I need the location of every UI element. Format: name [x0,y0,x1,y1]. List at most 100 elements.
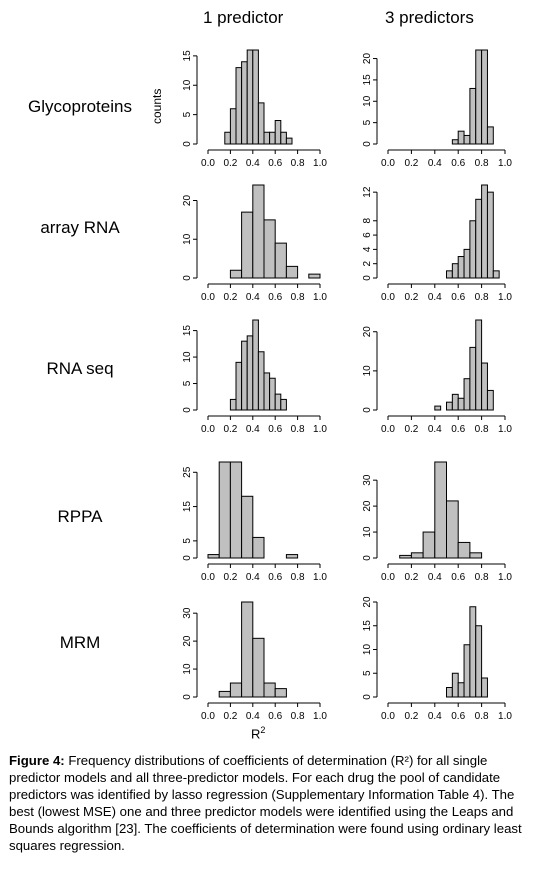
panel-5-x-tick-label: 0.0 [201,424,215,435]
x-axis-label-sup: 2 [260,725,266,735]
panel-1-bar [224,131,231,145]
panel-2-bar [463,134,471,145]
panel-4-bar [475,198,483,279]
panel-10-x-tick-label: 0.2 [404,711,418,722]
panel-10-bar [475,625,483,698]
panel-1-x-tick-label: 0.2 [223,158,237,169]
panel-10-x-tick-label: 0.0 [381,711,395,722]
panel-1-bar [252,49,259,145]
panel-7-bar [285,554,299,559]
panel-10-y-tick-label: 20 [362,596,373,608]
panel-9-x-tick-label: 0.8 [291,711,305,722]
panel-10-y-tick-label: 0 [362,694,373,700]
panel-2-x-tick-label: 0.0 [381,158,395,169]
panel-8-x-tick-label: 0.4 [428,572,442,583]
panel-10-bar [463,644,471,698]
panel-3-bar [252,184,265,279]
panel-2-y-tick-label: 5 [362,119,373,125]
panel-6-x-tick-label: 0.8 [475,424,489,435]
panel-1-x-tick-label: 0.4 [246,158,260,169]
panel-4-x-tick-label: 0.6 [451,292,465,303]
panel-6-y-tick-label: 20 [362,326,373,338]
panel-7-bar [218,461,231,559]
panel-7-y-tick-label: 0 [182,555,193,561]
panel-6-x-tick-label: 0.6 [451,424,465,435]
caption-label: Figure 4: [9,753,65,768]
panel-7-x-tick-label: 0.0 [201,572,215,583]
panel-1-bar [274,120,282,145]
panel-6-bar [486,389,494,411]
panel-9-x-tick-label: 1.0 [313,711,327,722]
panel-5-bar [235,361,243,411]
panel-6-x-tick-label: 0.4 [428,424,442,435]
panel-1-y-tick-label: 15 [182,50,193,62]
panel-10-x-tick-label: 0.8 [475,711,489,722]
panel-3-x-tick-label: 0.2 [223,292,237,303]
panel-9-bar [229,682,243,698]
panel-5-y-tick-label: 15 [182,325,193,337]
panel-3-bar [263,219,276,279]
panel-3-x-tick-label: 1.0 [313,292,327,303]
column-header-1: 1 predictor [203,8,284,27]
panel-10-bar [446,687,453,698]
panel-9-bar [241,601,254,698]
panel-8-bar [446,500,459,559]
panel-6-bar [446,401,453,411]
panel-9-y-tick-label: 20 [182,635,193,647]
panel-7-y-tick-label: 15 [182,501,193,513]
panel-10-bar [451,672,459,698]
panel-7-x-tick-label: 0.2 [223,572,237,583]
panel-3-y-tick-label: 0 [182,275,193,281]
panel-1-x-tick-label: 1.0 [313,158,327,169]
panel-8-bar [434,461,447,559]
panel-5-x-tick-label: 0.8 [291,424,305,435]
panel-1-bar [229,108,237,145]
panel-3-y-tick-label: 20 [182,195,193,207]
panel-7-x-tick-label: 1.0 [313,572,327,583]
panel-8-bar [422,531,436,559]
panel-6-bar [469,346,477,411]
panel-1-y-tick-label: 10 [182,79,193,91]
panel-3-x-tick-label: 0.6 [268,292,282,303]
row-label-mrm: MRM [59,633,101,652]
histogram-panels: 0.0 0.2 0.4 0.6 0.8 1.0 0 5 10 15 0.0 0.2 0.4 0.6 0.8 1… [182,49,512,722]
panel-1-y-tick-label: 5 [182,111,193,117]
panel-7-y-tick-label: 5 [182,538,193,544]
panel-1-x-tick-label: 0.0 [201,158,215,169]
panel-5-bar [252,319,259,411]
panel-9-bar [263,682,276,698]
panel-1-bar [280,131,287,145]
panel-9-x-tick-label: 0.2 [223,711,237,722]
panel-5-x-tick-label: 1.0 [313,424,327,435]
panel-1-x-tick-label: 0.8 [291,158,305,169]
panel-5-x-tick-label: 0.2 [223,424,237,435]
panel-2-bar [457,130,465,145]
panel-7-bar [241,495,254,559]
panel-1-bar [257,102,265,145]
row-label-rppa: RPPA [57,507,103,526]
panel-7-bar [207,554,220,559]
panel-4-y-tick-label: 12 [362,186,373,198]
panel-3-y-tick-label: 10 [182,233,193,245]
panel-4-y-tick-label: 4 [362,246,373,252]
panel-4-bar [451,263,459,279]
panel-5-x-tick-label: 0.6 [268,424,282,435]
panel-2-x-tick-label: 0.2 [404,158,418,169]
panel-10-x-tick-label: 1.0 [498,711,512,722]
panel-4-x-tick-label: 0.4 [428,292,442,303]
panel-9-x-tick-label: 0.0 [201,711,215,722]
panel-6-y-tick-label: 10 [362,365,373,377]
panel-3-x-tick-label: 0.8 [291,292,305,303]
panel-5-bar [274,393,282,411]
panel-9-y-tick-label: 10 [182,663,193,675]
panel-5-bar [257,351,265,411]
panel-2-y-tick-label: 10 [362,95,373,107]
panel-3-bar [241,211,254,279]
panel-4-x-tick-label: 1.0 [498,292,512,303]
panel-8-bar [410,552,424,559]
panel-5-bar [280,398,287,411]
panel-4-y-tick-label: 8 [362,218,373,224]
panel-1-bar [269,131,276,145]
panel-4-bar [446,270,453,279]
panel-6-bar [457,397,465,411]
